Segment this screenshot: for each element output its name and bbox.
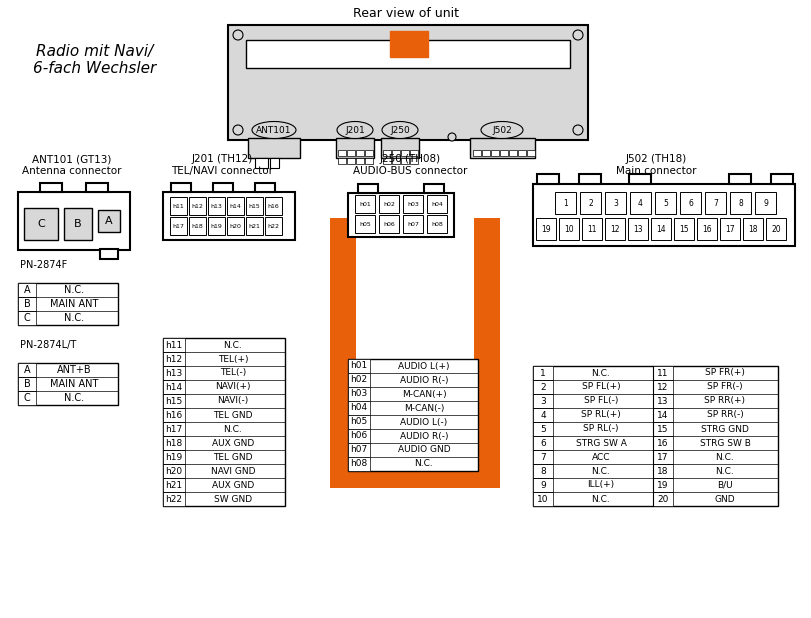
Text: 6: 6 [687, 198, 692, 208]
Text: 20: 20 [656, 494, 668, 504]
Bar [532, 464, 552, 478]
Text: SP RL(+): SP RL(+) [581, 410, 620, 420]
Bar [389, 31, 427, 57]
Text: M-CAN(+): M-CAN(+) [401, 389, 446, 399]
Text: C: C [24, 393, 30, 403]
Text: AUDIO R(-): AUDIO R(-) [399, 431, 448, 441]
Bar [18, 363, 36, 377]
Bar [652, 394, 672, 408]
Text: h06: h06 [383, 221, 394, 227]
Text: NAVI GND: NAVI GND [211, 467, 255, 475]
Bar [410, 158, 418, 164]
Text: 15: 15 [656, 425, 668, 433]
Text: h12: h12 [191, 203, 204, 208]
Bar [346, 158, 354, 164]
Text: N.C.: N.C. [64, 313, 84, 323]
Bar [348, 429, 370, 443]
Bar [355, 150, 363, 156]
Bar [754, 192, 775, 214]
Bar [402, 195, 423, 213]
Bar [532, 380, 552, 394]
Text: h15: h15 [248, 203, 260, 208]
Bar [474, 218, 500, 488]
Bar [24, 208, 58, 240]
Bar [348, 193, 453, 237]
Text: 2: 2 [539, 383, 545, 391]
Bar [427, 195, 446, 213]
Text: 18: 18 [656, 467, 668, 475]
Bar [526, 150, 534, 156]
Text: 9: 9 [539, 481, 545, 489]
Text: N.C.: N.C. [64, 393, 84, 403]
Text: h18: h18 [191, 224, 203, 229]
Text: SP FL(-): SP FL(-) [583, 397, 617, 405]
Bar [379, 195, 398, 213]
Bar [652, 450, 672, 464]
Text: N.C.: N.C. [223, 425, 242, 433]
Circle shape [573, 30, 582, 40]
Text: 14: 14 [655, 224, 665, 234]
Text: h22: h22 [165, 494, 182, 504]
Bar [163, 338, 185, 352]
Bar [379, 215, 398, 233]
Bar [482, 150, 489, 156]
Bar [348, 387, 370, 401]
Text: J502 (TH18)
Main connector: J502 (TH18) Main connector [615, 154, 695, 176]
Text: B: B [24, 379, 30, 389]
Bar [535, 218, 556, 240]
Text: h04: h04 [350, 404, 367, 412]
Text: 18: 18 [747, 224, 757, 234]
Bar [380, 138, 418, 158]
Text: N.C.: N.C. [591, 494, 610, 504]
Text: 12: 12 [656, 383, 668, 391]
Ellipse shape [381, 122, 418, 138]
Bar [18, 283, 118, 325]
Bar [392, 158, 400, 164]
Text: B: B [24, 299, 30, 309]
Bar [354, 215, 375, 233]
Text: 10: 10 [537, 494, 548, 504]
Text: NAVI(-): NAVI(-) [217, 397, 248, 405]
Bar [604, 192, 625, 214]
Bar [171, 183, 191, 192]
Text: N.C.: N.C. [714, 452, 733, 462]
Circle shape [233, 30, 242, 40]
Bar [163, 422, 185, 436]
Text: AUDIO GND: AUDIO GND [397, 446, 450, 454]
Bar [532, 450, 552, 464]
Text: N.C.: N.C. [414, 460, 433, 468]
Text: 19: 19 [540, 224, 550, 234]
Text: h22: h22 [267, 224, 279, 229]
Bar [337, 150, 345, 156]
Text: J201: J201 [345, 125, 364, 135]
Bar [255, 158, 268, 168]
Text: h03: h03 [406, 201, 418, 206]
Text: h07: h07 [350, 446, 367, 454]
Bar [729, 192, 750, 214]
Text: MAIN ANT: MAIN ANT [49, 379, 98, 389]
Bar [532, 422, 552, 436]
Bar [246, 197, 263, 215]
Bar [652, 436, 672, 450]
Text: 15: 15 [678, 224, 688, 234]
Bar [169, 197, 187, 215]
Text: 10: 10 [564, 224, 573, 234]
Text: h16: h16 [268, 203, 279, 208]
Bar [765, 218, 785, 240]
Text: h16: h16 [165, 410, 182, 420]
Bar [246, 217, 263, 235]
Text: ILL(+): ILL(+) [586, 481, 614, 489]
Bar [18, 297, 36, 311]
Text: 8: 8 [539, 467, 545, 475]
Text: SP FR(-): SP FR(-) [706, 383, 742, 391]
Bar [208, 217, 225, 235]
Circle shape [573, 125, 582, 135]
Text: SP FR(+): SP FR(+) [704, 368, 744, 378]
Text: h17: h17 [165, 425, 182, 433]
Text: h21: h21 [165, 481, 182, 489]
Text: STRG GND: STRG GND [700, 425, 748, 433]
Bar [348, 359, 370, 373]
Bar [264, 217, 281, 235]
Bar [652, 422, 672, 436]
Text: SW GND: SW GND [213, 494, 251, 504]
